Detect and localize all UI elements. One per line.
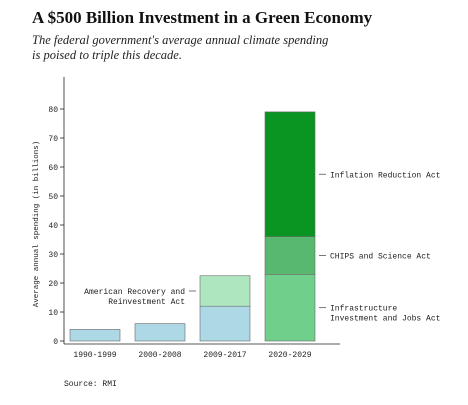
x-tick-label: 1990-1999 xyxy=(73,351,116,360)
bar-segment xyxy=(199,305,251,342)
annotation-label: Inflation Reduction Act xyxy=(330,171,440,180)
x-tick-label: 2000-2008 xyxy=(138,351,181,360)
annotation-label: Infrastructure xyxy=(330,305,397,314)
y-tick-label: 30 xyxy=(48,251,58,260)
bar-segment xyxy=(264,273,316,342)
y-tick-label: 40 xyxy=(48,222,58,231)
y-tick-label: 0 xyxy=(53,338,58,347)
y-tick-label: 10 xyxy=(48,309,58,318)
y-tick-label: 20 xyxy=(48,280,58,289)
x-tick-label: 2020-2029 xyxy=(268,351,311,360)
y-tick-label: 80 xyxy=(48,106,58,115)
y-tick-label: 50 xyxy=(48,193,58,202)
bar-segment xyxy=(199,275,251,307)
annotation-label: American Recovery and xyxy=(84,288,185,297)
y-tick-label: 60 xyxy=(48,164,58,173)
annotation-label: Reinvestment Act xyxy=(108,298,185,307)
annotation-label: Investment and Jobs Act xyxy=(330,315,440,324)
bar-segment xyxy=(69,329,121,342)
y-axis-label: Average annual spending (in billions) xyxy=(33,141,41,308)
chart-title: A $500 Billion Investment in a Green Eco… xyxy=(32,8,373,27)
bar-segment xyxy=(264,111,316,237)
source-note: Source: RMI xyxy=(64,380,117,389)
bar-segment xyxy=(134,323,186,342)
bar-segment xyxy=(264,236,316,275)
chart-subtitle: The federal government's average annual … xyxy=(32,33,329,62)
x-tick-label: 2009-2017 xyxy=(203,351,246,360)
annotation-label: CHIPS and Science Act xyxy=(330,252,431,261)
y-tick-label: 70 xyxy=(48,135,58,144)
